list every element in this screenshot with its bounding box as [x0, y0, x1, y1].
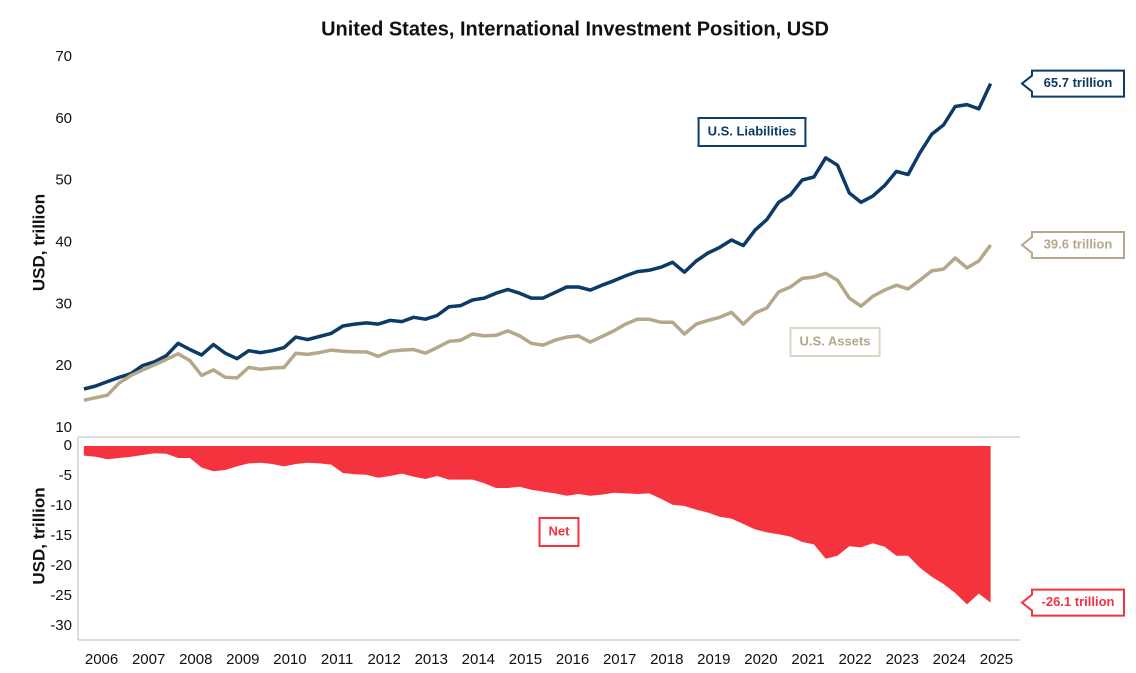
y-tick-label: 30	[55, 295, 72, 312]
series-name: U.S. Liabilities	[708, 123, 797, 138]
x-tick-label: 2015	[509, 651, 542, 668]
y-tick-label: 50	[55, 172, 72, 189]
end-callout-label: -26.1 trillion	[1042, 594, 1115, 609]
end-callout-box	[1020, 588, 1125, 617]
series-tag: U.S. Assets	[789, 327, 881, 357]
series-tag-box	[789, 327, 881, 357]
series-line	[83, 243, 993, 402]
y-tick-label: -10	[50, 497, 72, 514]
x-tick-label: 2010	[273, 651, 306, 668]
x-tick-label: 2023	[886, 651, 919, 668]
y-tick-label: -20	[50, 557, 72, 574]
x-tick-label: 2016	[556, 651, 589, 668]
x-tick-label: 2011	[321, 651, 353, 668]
series-tag: U.S. Liabilities	[697, 117, 807, 147]
y-axis-label: USD, trillion	[29, 194, 48, 291]
y-tick-label: 40	[55, 233, 72, 250]
x-tick-label: 2022	[838, 651, 871, 668]
y-tick-label: 70	[55, 48, 72, 65]
x-tick-label: 2014	[462, 651, 495, 668]
y-tick-label: -15	[50, 527, 72, 544]
x-tick-label: 2019	[697, 651, 730, 668]
series-tag-box	[538, 517, 580, 547]
y-axis-label: USD, trillion	[29, 487, 48, 584]
y-tick-label: 60	[55, 110, 72, 127]
x-tick-label: 2009	[226, 651, 259, 668]
x-tick-label: 2020	[744, 651, 777, 668]
y-tick-label: 0	[64, 437, 72, 454]
x-tick-label: 2013	[415, 651, 448, 668]
series-line	[83, 82, 993, 391]
x-tick-label: 2008	[179, 651, 212, 668]
end-callout-box	[1020, 69, 1125, 98]
y-tick-label: -25	[50, 587, 72, 604]
y-tick-label: 20	[55, 357, 72, 374]
series-name: Net	[549, 523, 571, 538]
x-tick-label: 2021	[791, 651, 824, 668]
end-callout-box	[1020, 230, 1125, 259]
series-tag: Net	[538, 517, 580, 547]
x-tick-label: 2007	[132, 651, 165, 668]
end-callout-label: 39.6 trillion	[1044, 236, 1113, 251]
x-tick-label: 2018	[650, 651, 683, 668]
x-tick-label: 2025	[980, 651, 1013, 668]
y-tick-label: -5	[59, 467, 72, 484]
x-tick-label: 2012	[367, 651, 400, 668]
series-name: U.S. Assets	[799, 333, 870, 348]
series-area	[83, 446, 991, 605]
y-tick-label: -30	[50, 617, 72, 634]
chart-title: United States, International Investment …	[321, 18, 829, 40]
x-tick-label: 2024	[933, 651, 966, 668]
y-tick-label: 10	[55, 419, 72, 436]
series-tag-box	[697, 117, 807, 147]
x-tick-label: 2006	[85, 651, 118, 668]
x-tick-label: 2017	[603, 651, 636, 668]
end-callout-label: 65.7 trillion	[1044, 75, 1113, 90]
